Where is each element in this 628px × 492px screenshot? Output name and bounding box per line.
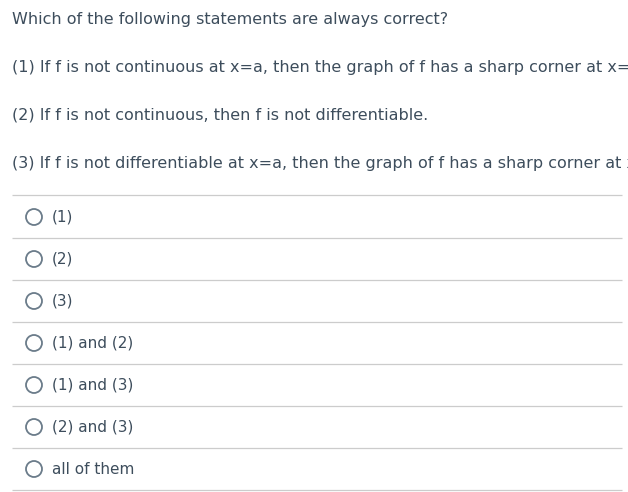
Text: (1) and (2): (1) and (2) [52, 336, 133, 350]
Text: all of them: all of them [52, 461, 134, 476]
Text: (1) and (3): (1) and (3) [52, 377, 133, 393]
Text: (1): (1) [52, 210, 73, 224]
Text: (3): (3) [52, 294, 73, 308]
Text: (2): (2) [52, 251, 73, 267]
Text: (3) If f is not differentiable at x=a, then the graph of f has a sharp corner at: (3) If f is not differentiable at x=a, t… [12, 156, 628, 171]
Text: (2) If f is not continuous, then f is not differentiable.: (2) If f is not continuous, then f is no… [12, 108, 428, 123]
Text: (2) and (3): (2) and (3) [52, 420, 133, 434]
Text: (1) If f is not continuous at x=a, then the graph of f has a sharp corner at x=a: (1) If f is not continuous at x=a, then … [12, 60, 628, 75]
Text: Which of the following statements are always correct?: Which of the following statements are al… [12, 12, 448, 27]
